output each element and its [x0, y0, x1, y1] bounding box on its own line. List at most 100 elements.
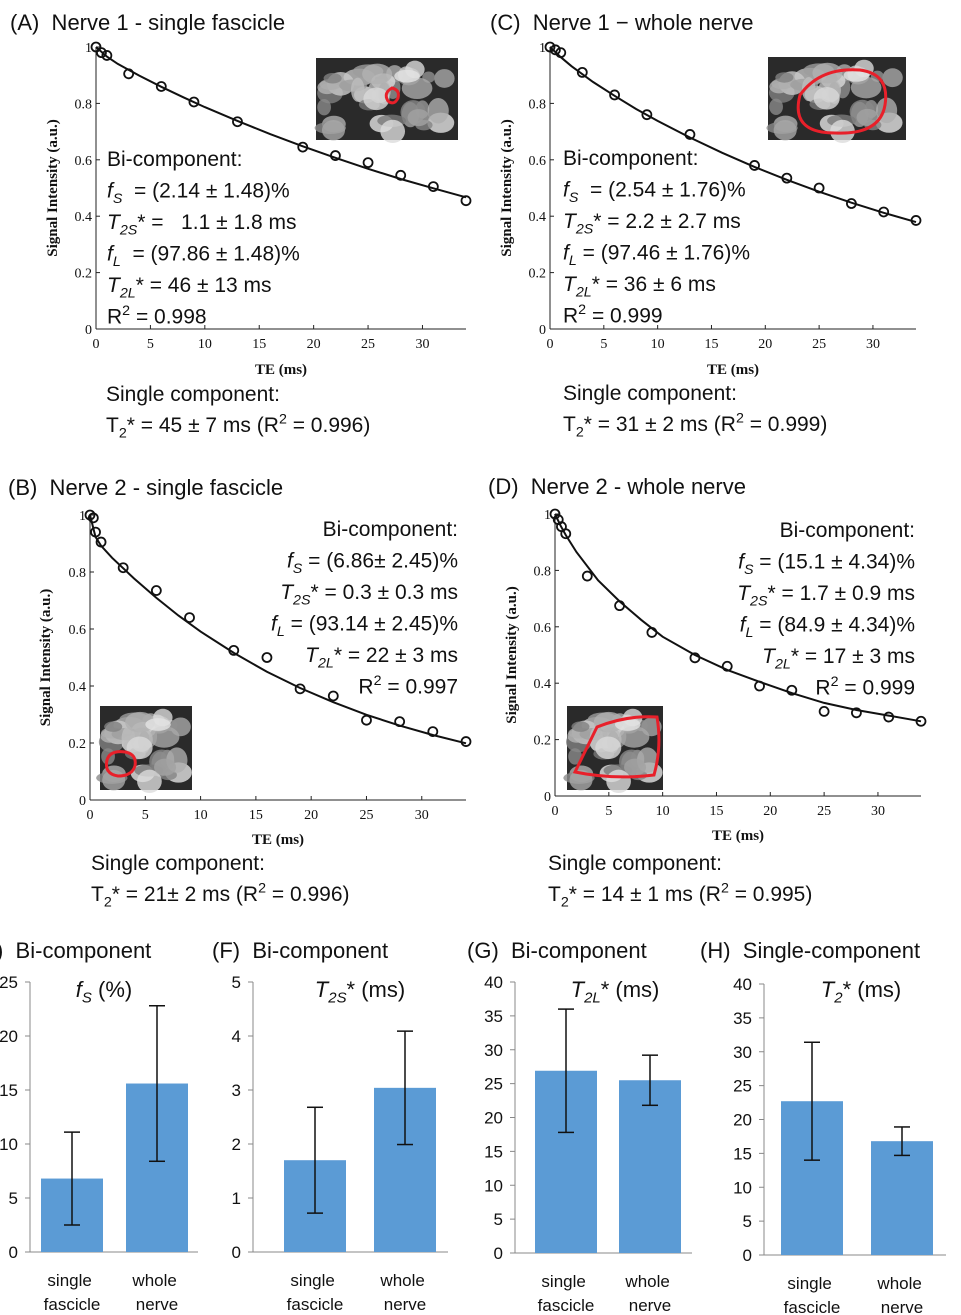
text-segment: = 0.998	[130, 306, 206, 329]
data-point	[641, 109, 653, 121]
data-point	[749, 160, 760, 171]
data-point	[330, 150, 341, 161]
y-tick-label: 40	[733, 975, 752, 994]
y-tick-label: 0.8	[534, 564, 552, 579]
text-segment: S	[293, 561, 303, 577]
annotation: T2L* = 17 ± 3 ms	[762, 645, 915, 672]
text-segment: = (84.9 ± 4.34)%	[753, 614, 915, 637]
x-tick-label: 20	[758, 337, 772, 352]
data-point	[576, 66, 588, 78]
y-tick-label: 15	[0, 1081, 18, 1100]
y-tick-label: 0	[85, 323, 92, 338]
x-tick-label: single fascicle	[44, 1271, 101, 1314]
y-tick-label: 5	[494, 1210, 503, 1229]
y-tick-label: 0.8	[75, 97, 93, 112]
data-point	[297, 141, 309, 153]
data-point	[754, 680, 765, 692]
y-axis-label: Signal Intensity (a.u.)	[504, 586, 520, 724]
text-segment: * = 1.1 ± 1.8 ms	[137, 211, 296, 234]
chart-subtitle: T2L* (ms)	[571, 977, 660, 1007]
x-tick-label: 5	[142, 808, 149, 823]
text-segment: (%)	[92, 977, 132, 1002]
text-segment: 2	[258, 881, 266, 897]
inset-texture	[830, 119, 855, 143]
label-line: nerve	[384, 1295, 427, 1314]
x-tick-label: whole nerve	[379, 1271, 429, 1314]
y-tick-label: 5	[743, 1212, 752, 1231]
inset-texture	[427, 98, 449, 124]
text-segment: * (ms)	[347, 977, 406, 1002]
chart-subtitle: T2S* (ms)	[315, 977, 405, 1007]
annotation: R2 = 0.999	[563, 302, 663, 327]
chart-title: (H) Single-component	[700, 938, 920, 963]
text-segment: f	[740, 614, 748, 637]
inset-texture	[317, 98, 331, 116]
y-axis-label: Signal Intensity (a.u.)	[499, 119, 515, 257]
text-segment: f	[107, 243, 115, 266]
y-tick-label: 25	[733, 1077, 752, 1096]
y-tick-label: 0	[232, 1243, 241, 1262]
text-segment: * = 36 ± 6 ms	[592, 273, 716, 296]
inset-texture	[394, 69, 420, 83]
inset-texture	[154, 758, 177, 776]
label-line: fascicle	[538, 1296, 595, 1315]
text-segment: = (97.46 ± 1.76)%	[577, 242, 750, 265]
data-point	[684, 129, 696, 140]
y-tick-label: 30	[733, 1043, 752, 1062]
label-line: whole	[876, 1274, 926, 1293]
x-tick-label: 0	[93, 337, 100, 352]
inset-texture	[407, 109, 430, 127]
text-segment: 2L	[119, 285, 136, 301]
roi-contour	[384, 86, 400, 105]
footer-text: T2* = 45 ± 7 ms (R2 = 0.996)	[106, 412, 370, 442]
inset-texture	[363, 87, 390, 111]
text-segment: 2S	[749, 593, 768, 609]
data-point	[646, 627, 658, 638]
text-segment: f	[271, 613, 279, 636]
text-segment: 2L	[583, 990, 601, 1007]
annotation: Bi-component:	[780, 519, 915, 542]
data-point	[883, 711, 895, 723]
label-line: fascicle	[784, 1298, 841, 1315]
chart-title: (F) Bi-component	[212, 938, 388, 963]
text-segment: = 0.999	[586, 305, 662, 328]
text-segment: Single component:	[563, 382, 737, 405]
data-point	[155, 81, 167, 92]
y-tick-label: 0.2	[75, 267, 93, 282]
data-point	[228, 644, 240, 656]
annotation: fL = (97.46 ± 1.76)%	[563, 242, 750, 269]
text-segment: 2L	[575, 284, 592, 300]
data-point	[327, 690, 339, 702]
inset-texture	[323, 73, 342, 84]
x-tick-label: 25	[361, 337, 375, 352]
y-tick-label: 0.4	[69, 680, 87, 695]
label-line: fascicle	[44, 1295, 101, 1314]
text-segment: = 0.997	[382, 676, 458, 699]
inset-texture	[614, 718, 641, 731]
x-tick-label: 25	[812, 337, 826, 352]
text-segment: S	[82, 990, 92, 1007]
label-line: single	[787, 1274, 836, 1293]
text-segment: Single component:	[91, 852, 265, 875]
x-axis-label: TE (ms)	[255, 362, 307, 378]
y-tick-label: 0.2	[534, 734, 552, 749]
text-segment: L	[746, 625, 754, 641]
y-tick-label: 20	[484, 1109, 503, 1128]
data-point	[90, 41, 102, 53]
chart-title: (G) Bi-component	[467, 938, 647, 963]
roi-contour	[105, 750, 137, 778]
bar	[619, 1080, 681, 1253]
x-tick-label: 15	[249, 808, 263, 823]
y-tick-label: 4	[232, 1027, 241, 1046]
y-tick-label: 0.6	[75, 154, 93, 169]
data-point	[544, 41, 556, 53]
y-tick-label: 3	[232, 1081, 241, 1100]
text-segment: S	[569, 190, 579, 206]
label-line: fascicle	[287, 1295, 344, 1314]
footer-text: T2* = 14 ± 1 ms (R2 = 0.995)	[548, 881, 812, 911]
x-tick-label: whole nerve	[131, 1271, 181, 1314]
y-tick-label: 1	[539, 41, 546, 56]
y-tick-label: 0	[539, 323, 546, 338]
annotation: R2 = 0.997	[358, 673, 458, 698]
